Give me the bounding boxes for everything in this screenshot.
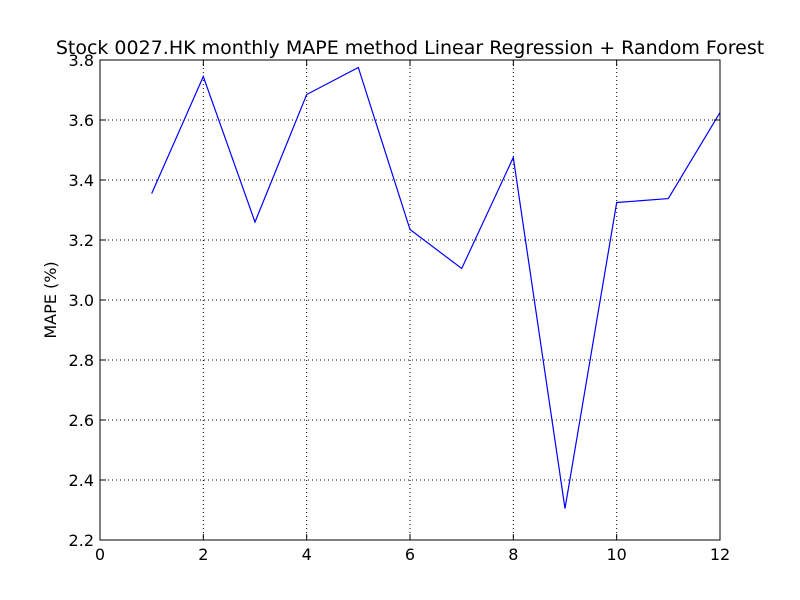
- y-tick-label: 3.2: [69, 231, 94, 250]
- x-tick-label: 0: [95, 545, 105, 564]
- x-tick-label: 4: [302, 545, 312, 564]
- y-tick-label: 2.4: [69, 471, 94, 490]
- y-tick-label: 2.2: [69, 531, 94, 550]
- y-tick-label: 3.0: [69, 291, 94, 310]
- y-tick-label: 2.8: [69, 351, 94, 370]
- y-tick-label: 3.8: [69, 51, 94, 70]
- y-axis-label: MAPE (%): [41, 261, 60, 338]
- x-axis-tick-labels: 0 2 4 6 8 10 12: [95, 545, 730, 564]
- x-tick-label: 12: [710, 545, 730, 564]
- series-layer: [151, 66, 721, 509]
- axis-ticks: [99, 59, 721, 541]
- x-tick-label: 2: [198, 545, 208, 564]
- y-tick-label: 2.6: [69, 411, 94, 430]
- x-tick-label: 6: [405, 545, 415, 564]
- x-tick-label: 10: [606, 545, 626, 564]
- x-tick-label: 8: [508, 545, 518, 564]
- chart-title: Stock 0027.HK monthly MAPE method Linear…: [56, 37, 764, 59]
- y-axis-tick-labels: 2.2 2.4 2.6 2.8 3.0 3.2 3.4 3.6 3.8: [69, 51, 94, 550]
- series-line-1: [151, 66, 721, 509]
- y-tick-label: 3.6: [69, 111, 94, 130]
- grid-lines: [99, 59, 721, 541]
- y-tick-label: 3.4: [69, 171, 94, 190]
